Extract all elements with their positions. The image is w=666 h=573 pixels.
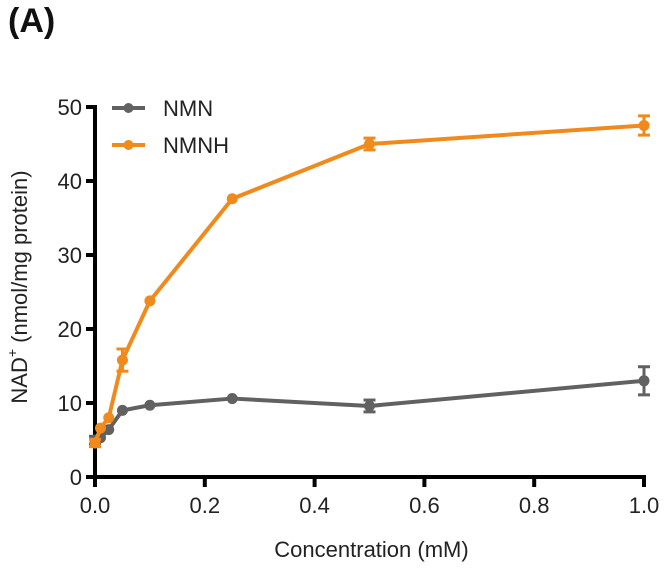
x-tick-label: 0.4 <box>299 493 330 518</box>
data-point <box>89 437 101 449</box>
data-point <box>103 424 115 436</box>
legend-label: NMNH <box>163 133 229 158</box>
y-tick-label: 40 <box>58 169 82 194</box>
x-tick-label: 0.8 <box>519 493 550 518</box>
x-tick-label: 0.6 <box>409 493 440 518</box>
data-point <box>226 193 238 205</box>
y-tick-label: 20 <box>58 317 82 342</box>
data-point <box>94 422 106 434</box>
x-ticks: 0.0 0.2 0.4 0.6 0.8 1.0 <box>80 477 660 518</box>
series-layer <box>89 114 650 449</box>
legend-swatch-marker <box>123 103 134 113</box>
x-tick-label: 1.0 <box>629 493 660 518</box>
data-point <box>364 400 375 412</box>
y-tick-label: 50 <box>58 95 82 120</box>
series-nmn <box>89 365 650 446</box>
series-line-nmnh <box>93 123 645 444</box>
data-point <box>364 138 375 150</box>
y-ticks: 0 10 20 30 40 50 <box>58 95 95 490</box>
data-point <box>638 120 650 131</box>
y-axis-title-rest: (nmol/mg protein) <box>7 170 32 349</box>
data-point <box>116 404 128 416</box>
data-point <box>144 295 156 307</box>
y-axis-title-main: NAD <box>7 357 32 403</box>
y-axis-title-superscript: + <box>4 349 20 357</box>
y-tick-label: 30 <box>58 243 82 268</box>
data-point <box>226 393 238 405</box>
series-nmnh <box>89 114 650 449</box>
legend: NMN NMNH <box>112 96 229 158</box>
legend-label: NMN <box>163 96 213 121</box>
data-point <box>103 412 115 424</box>
x-tick-label: 0.0 <box>80 493 111 518</box>
x-tick-label: 0.2 <box>190 493 221 518</box>
data-point <box>638 375 650 387</box>
x-axis-title: Concentration (mM) <box>274 537 468 562</box>
y-axis-title: NAD+ (nmol/mg protein) <box>4 170 32 403</box>
data-point <box>116 354 128 366</box>
legend-item-nmn: NMN <box>112 96 213 121</box>
legend-item-nmnh: NMNH <box>112 133 229 158</box>
y-tick-label: 0 <box>70 465 82 490</box>
axes <box>93 105 646 479</box>
legend-swatch-marker <box>123 140 134 150</box>
y-tick-label: 10 <box>58 391 82 416</box>
panel-label: (A) <box>8 2 56 40</box>
data-point <box>144 399 156 411</box>
